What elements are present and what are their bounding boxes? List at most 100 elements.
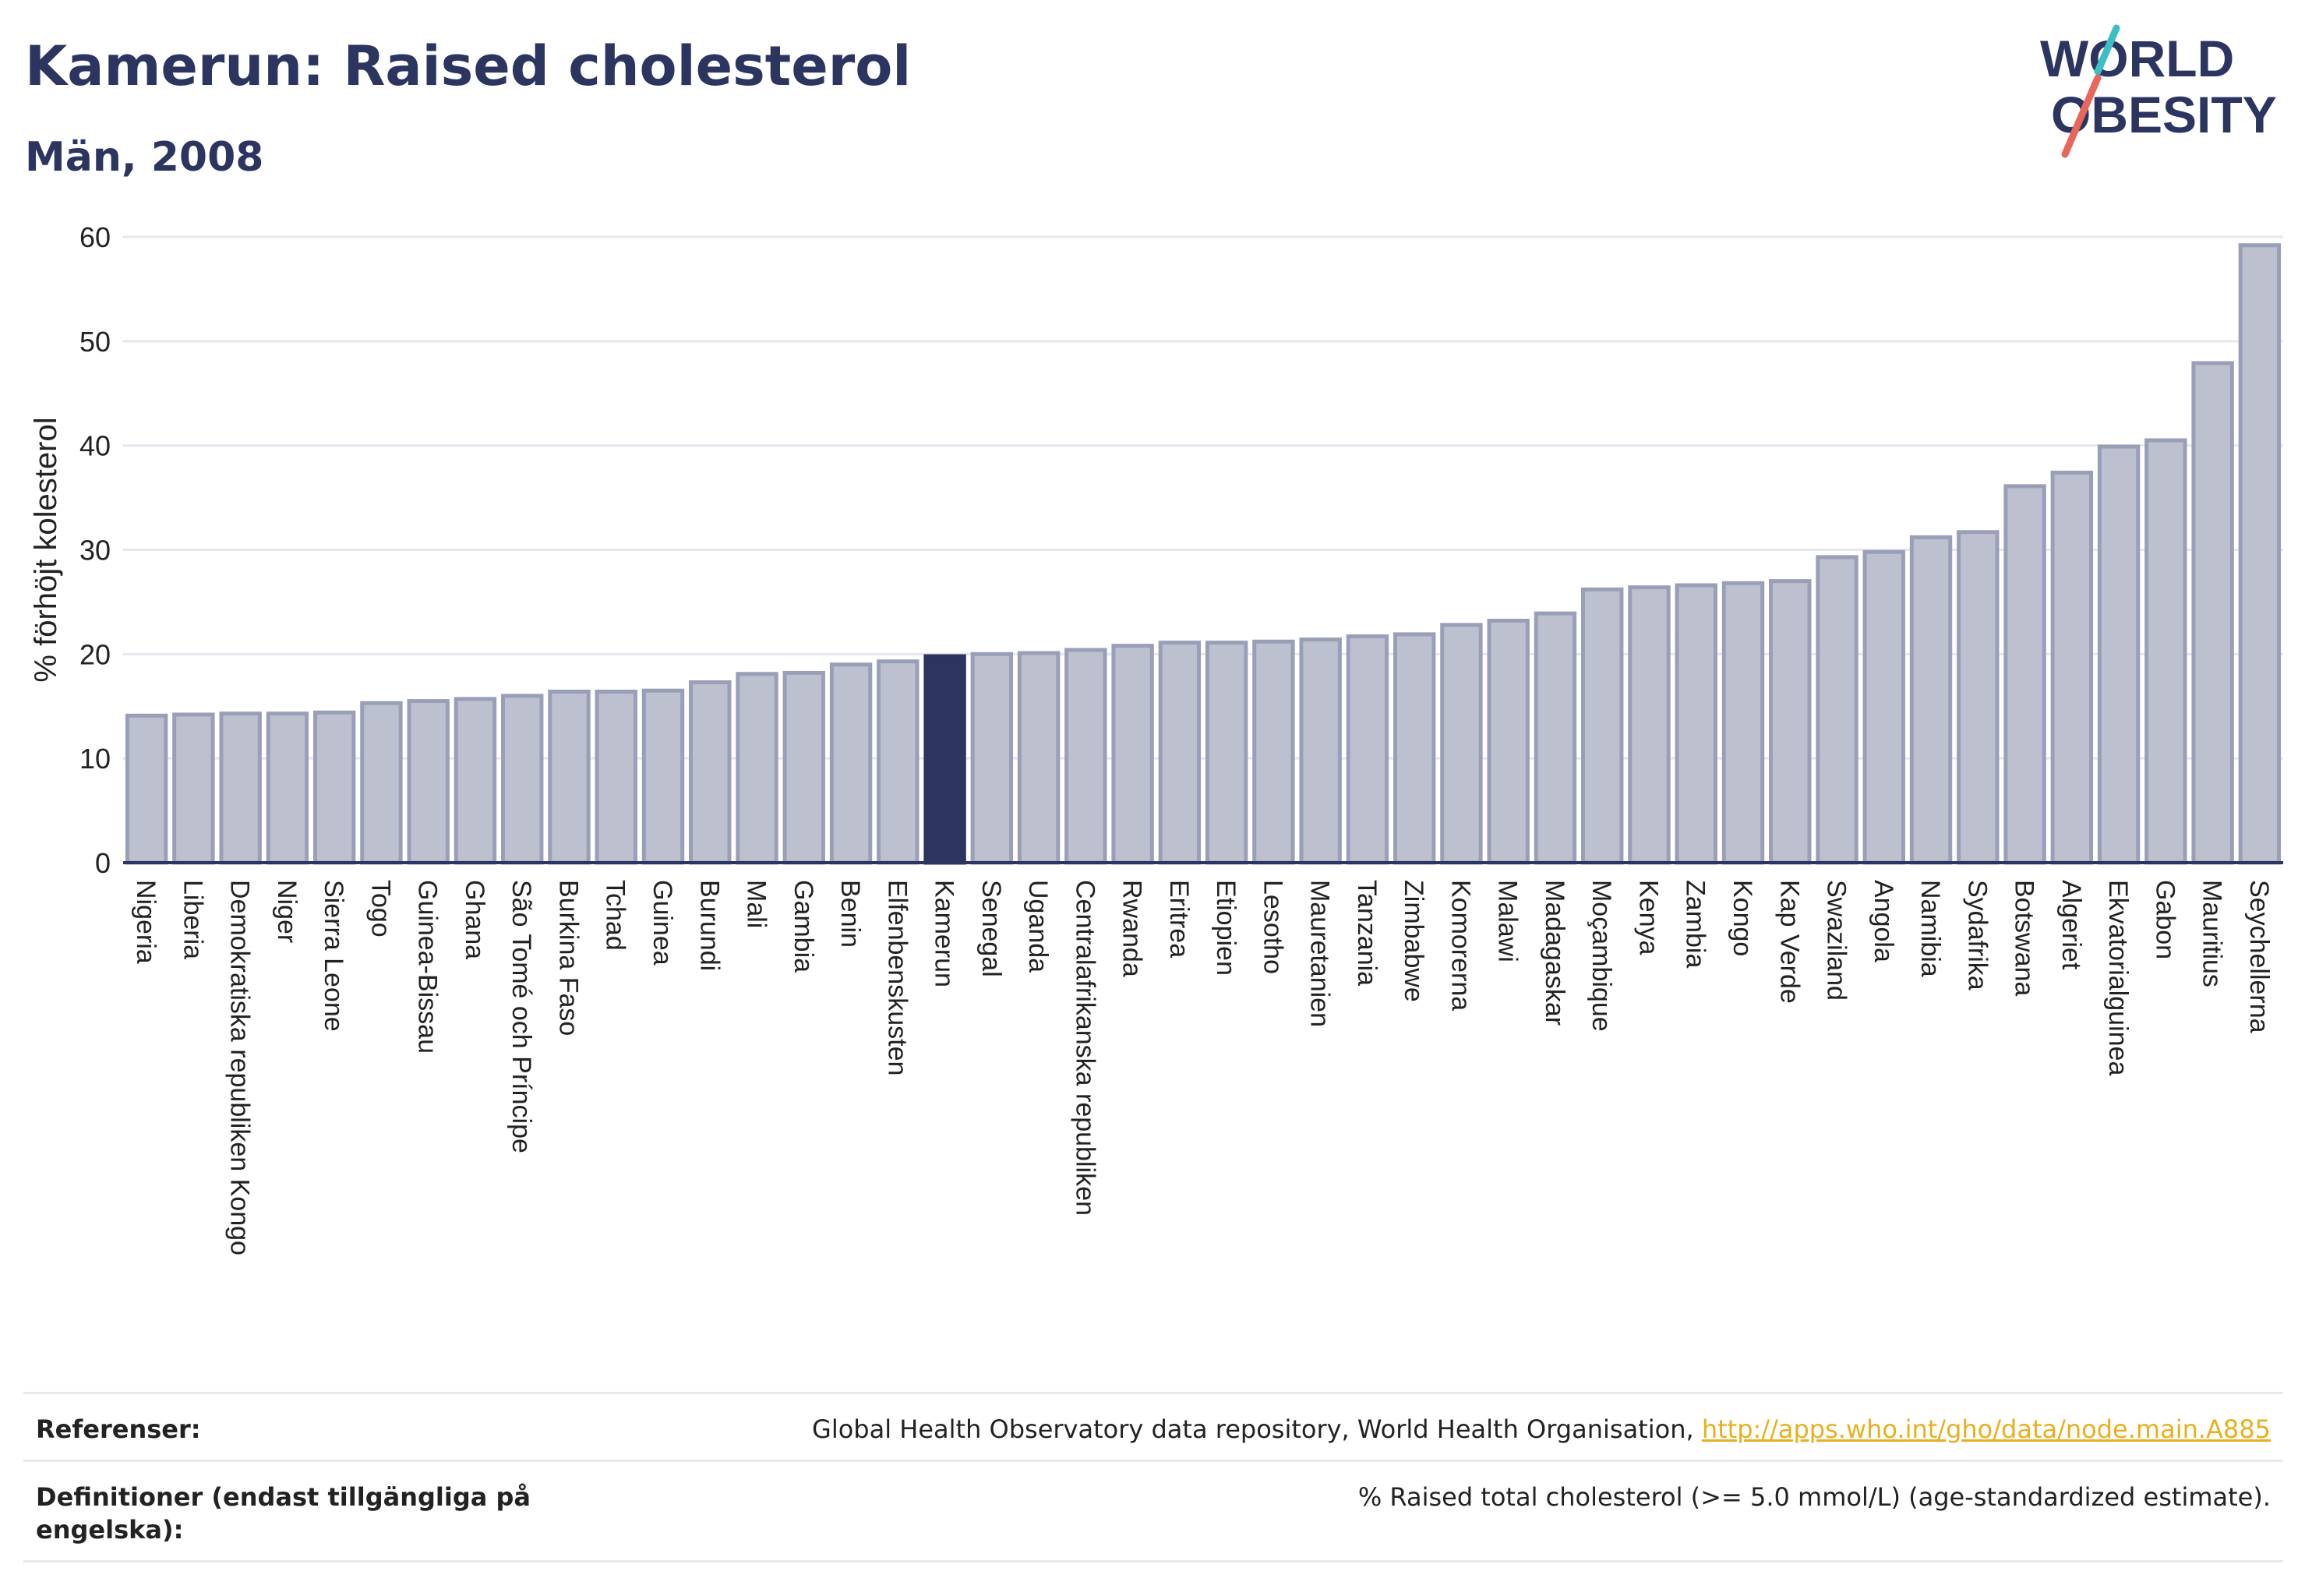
bar-centralafrikanska-republiken xyxy=(1064,648,1107,865)
x-tick-label: Tchad xyxy=(601,880,630,951)
x-tick-label: Lesotho xyxy=(1258,880,1287,974)
x-tick-label: Angola xyxy=(1869,880,1898,962)
page-title: Kamerun: Raised cholesterol xyxy=(25,34,912,98)
y-tick-label: 10 xyxy=(79,743,111,775)
x-tick-label: Liberia xyxy=(178,880,207,959)
x-tick-label: Zimbabwe xyxy=(1399,880,1428,1002)
bar-burkina-faso xyxy=(548,690,591,865)
bar-tanzania xyxy=(1346,634,1389,865)
bar-senegal xyxy=(970,651,1014,865)
bar-guinea xyxy=(641,688,685,865)
bar-kap-verde xyxy=(1769,579,1812,865)
x-tick-label: Benin xyxy=(835,880,865,948)
bar-chart: 0 10 20 30 40 50 60 Nigeria Liberia Demokratiska … xyxy=(29,221,2283,1255)
x-tick-label: Togo xyxy=(365,880,395,937)
bar-kongo xyxy=(1721,581,1765,865)
x-tick-label: Uganda xyxy=(1023,880,1053,973)
bar-elfenbenskusten xyxy=(877,659,920,865)
y-tick-label: 20 xyxy=(79,638,111,670)
x-tick-label: Mali xyxy=(742,880,771,928)
x-tick-label: Niger xyxy=(272,880,302,943)
x-tick-label: Etiopien xyxy=(1211,880,1241,976)
x-tick-label: Zambia xyxy=(1681,880,1710,968)
bar-malawi xyxy=(1487,619,1530,865)
bar-guinea-bissau xyxy=(407,699,450,865)
bar-algeriet xyxy=(2050,470,2094,865)
x-tick-label: Ghana xyxy=(460,880,489,959)
references-value: Global Health Observatory data repositor… xyxy=(812,1413,2271,1446)
bar-ghana xyxy=(454,697,497,865)
references-label: Referenser: xyxy=(36,1414,201,1444)
bar-eritrea xyxy=(1158,641,1202,865)
x-tick-label: Kenya xyxy=(1633,880,1663,955)
logo-line-1: WORLD xyxy=(2040,30,2234,87)
bar-zimbabwe xyxy=(1393,632,1436,865)
x-tick-label: Sierra Leone xyxy=(319,880,348,1032)
bar-sydafrika xyxy=(1957,530,2000,865)
x-tick-label: Senegal xyxy=(976,880,1006,977)
bar-tchad xyxy=(595,690,637,865)
bar-s-o-tom-och-pr-ncipe xyxy=(501,694,544,865)
x-tick-label: Eritrea xyxy=(1164,880,1194,958)
bar-mauritius xyxy=(2191,361,2234,865)
definitions-label: Definitioner (endast tillgängliga på eng… xyxy=(36,1482,531,1545)
references-table: Referenser: Global Health Observatory da… xyxy=(23,1392,2283,1562)
x-tick-label: Guinea xyxy=(648,880,677,966)
references-row: Referenser: Global Health Observatory da… xyxy=(23,1392,2283,1460)
x-tick-label: Kap Verde xyxy=(1774,880,1804,1004)
y-tick-label: 60 xyxy=(79,221,111,253)
bar-liberia xyxy=(172,712,215,865)
logo-slash-teal xyxy=(2094,24,2120,76)
references-link[interactable]: http://apps.who.int/gho/data/node.main.A… xyxy=(1701,1414,2271,1444)
bar-botswana xyxy=(2003,484,2046,865)
y-tick-label: 40 xyxy=(79,430,111,462)
x-tick-label: Rwanda xyxy=(1117,880,1147,977)
x-tick-label: Seychellerna xyxy=(2244,880,2274,1033)
bar-niger xyxy=(266,711,309,865)
x-tick-label: Ekvatorialguinea xyxy=(2103,880,2133,1075)
bar-swaziland xyxy=(1816,555,1858,865)
bars xyxy=(125,243,2282,865)
bar-ekvatorialguinea xyxy=(2097,444,2141,865)
y-tick-label: 50 xyxy=(79,326,111,358)
x-tick-label: Swaziland xyxy=(1822,880,1851,1001)
references-source: Global Health Observatory data repositor… xyxy=(812,1414,1702,1444)
x-tick-label: Sydafrika xyxy=(1962,880,1992,990)
x-tick-label: Gabon xyxy=(2150,880,2180,959)
x-tick-label: São Tomé och Príncipe xyxy=(507,880,536,1153)
x-tick-label: Gambia xyxy=(789,880,818,973)
x-tick-label: Burkina Faso xyxy=(553,880,583,1036)
bar-togo xyxy=(360,701,403,865)
x-tick-label: Malawi xyxy=(1493,880,1523,962)
x-tick-label: Komorerna xyxy=(1445,880,1475,1011)
x-tick-label: Burundi xyxy=(694,880,724,971)
x-tick-label: Mauretanien xyxy=(1305,880,1335,1027)
x-tick-label: Madagaskar xyxy=(1540,880,1569,1026)
bar-gabon xyxy=(2144,438,2187,865)
bar-nigeria xyxy=(125,713,168,865)
definitions-row: Definitioner (endast tillgängliga på eng… xyxy=(23,1460,2283,1562)
x-tick-label: Tanzania xyxy=(1352,880,1382,986)
bar-komorerna xyxy=(1440,623,1483,865)
page-subtitle: Män, 2008 xyxy=(25,134,264,181)
bar-rwanda xyxy=(1111,644,1154,865)
x-tick-label: Botswana xyxy=(2010,880,2039,996)
logo-slash-red xyxy=(2061,74,2102,158)
y-axis-label: % förhöjt kolesterol xyxy=(29,417,63,682)
bar-sierra-leone xyxy=(312,710,356,865)
x-tick-label: Centralafrikanska republiken xyxy=(1070,880,1100,1216)
bar-kenya xyxy=(1628,585,1671,865)
x-tick-label: Moçambique xyxy=(1587,880,1616,1032)
x-tick-label: Kongo xyxy=(1728,880,1757,956)
bar-kamerun xyxy=(923,654,966,865)
bar-mo-ambique xyxy=(1581,587,1624,865)
x-tick-label: Algeriet xyxy=(2056,880,2086,970)
bar-demokratiska-republiken-kongo xyxy=(219,711,262,865)
x-tick-label: Demokratiska republiken Kongo xyxy=(225,880,255,1255)
x-tick-label: Nigeria xyxy=(131,880,161,964)
bar-seychellerna xyxy=(2238,243,2282,865)
bar-lesotho xyxy=(1252,639,1295,865)
x-tick-label: Elfenbenskusten xyxy=(882,880,912,1075)
world-obesity-logo: WORLD OBESITY xyxy=(2040,24,2277,158)
definitions-value: % Raised total cholesterol (>= 5.0 mmol/… xyxy=(1357,1482,2271,1512)
